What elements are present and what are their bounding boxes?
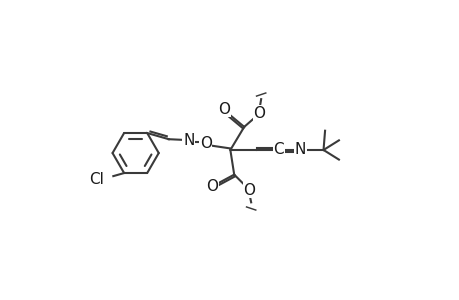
Text: O: O (206, 179, 218, 194)
Text: O: O (218, 102, 230, 117)
Text: Cl: Cl (89, 172, 104, 187)
Text: O: O (243, 182, 255, 197)
Text: O: O (253, 106, 265, 121)
Text: O: O (199, 136, 211, 151)
Text: N: N (183, 133, 194, 148)
Text: N: N (294, 142, 305, 158)
Text: C: C (273, 142, 284, 158)
